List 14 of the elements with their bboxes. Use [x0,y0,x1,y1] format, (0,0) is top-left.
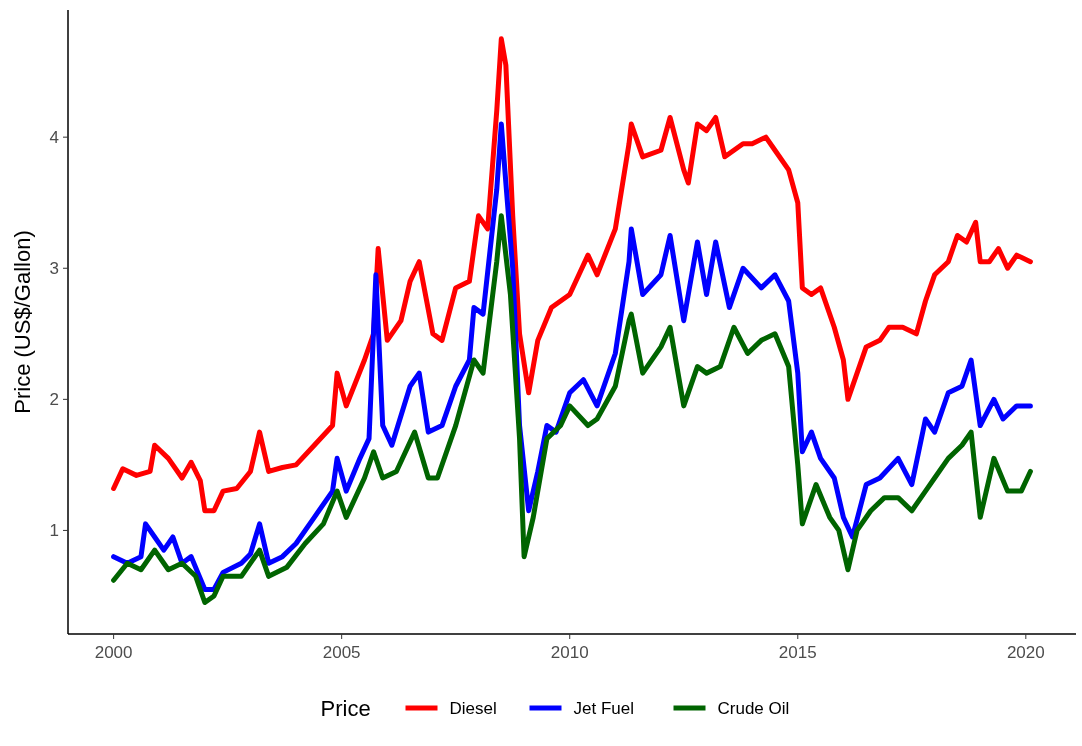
legend-title: Price [320,695,371,721]
legend-label: Diesel [449,698,497,718]
y-axis-title: Price (US$/Gallon) [10,230,35,414]
y-tick-label: 4 [49,128,59,148]
legend-label: Crude Oil [717,698,790,718]
x-tick-label: 2000 [94,643,133,662]
x-tick-label: 2010 [550,643,589,662]
y-tick-label: 2 [49,390,59,410]
legend-label: Jet Fuel [573,698,634,718]
x-tick-label: 2005 [322,643,361,662]
x-tick-label: 2015 [778,643,817,662]
y-tick-label: 1 [49,521,59,541]
x-tick-label: 2020 [1006,643,1045,662]
y-tick-label: 3 [49,259,59,279]
